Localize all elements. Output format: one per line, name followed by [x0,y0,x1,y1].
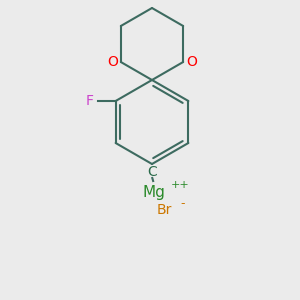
Text: Br: Br [156,203,172,217]
Text: O: O [107,55,118,69]
Text: ++: ++ [171,180,190,190]
Text: F: F [85,94,94,108]
Text: O: O [186,55,197,69]
Text: -: - [180,197,184,211]
Text: Mg: Mg [142,184,165,200]
Text: C: C [147,165,157,179]
